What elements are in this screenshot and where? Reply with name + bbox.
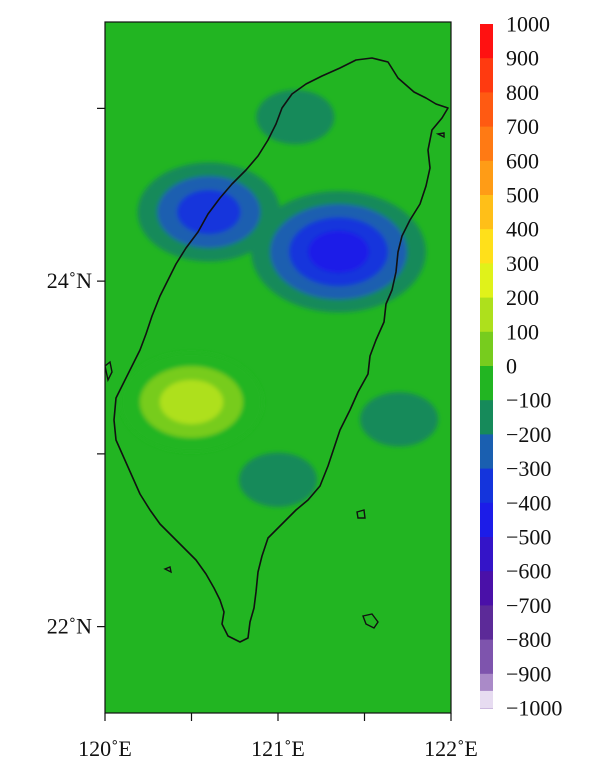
contour-band [159, 380, 224, 425]
colorbar-segment [480, 468, 493, 504]
colorbar-segment [480, 605, 493, 641]
y-axis: 22˚N 24˚N [47, 107, 105, 639]
field-feature [251, 190, 426, 313]
contour-band [238, 452, 318, 507]
island-outline [362, 613, 379, 629]
x-axis: 120˚E 121˚E 122˚E [78, 713, 478, 761]
colorbar-segment [480, 229, 493, 264]
island-outline [105, 360, 113, 383]
colorbar-label: 400 [506, 217, 539, 242]
coastline [105, 57, 449, 643]
colorbar-label: −400 [506, 490, 551, 515]
colorbar-segment [480, 331, 493, 367]
colorbar-label: 700 [506, 114, 539, 139]
colorbar-label: 900 [506, 46, 539, 71]
colorbar-segment [480, 160, 493, 196]
x-tick-label: 122˚E [424, 736, 478, 761]
contour-field [105, 22, 451, 713]
colorbar-label: −200 [506, 422, 551, 447]
colorbar-label: 600 [506, 148, 539, 173]
field-feature [238, 452, 318, 507]
colorbar-segment [480, 434, 493, 470]
colorbar-label: −100 [506, 388, 551, 413]
contour-band [308, 230, 369, 273]
field-feature [120, 352, 263, 452]
colorbar-label: −900 [506, 661, 551, 686]
colorbar-segment [480, 537, 493, 572]
taiwan-coastline [113, 57, 449, 643]
colorbar-label: 500 [506, 183, 539, 208]
colorbar-segment [480, 58, 493, 93]
colorbar-segment [480, 195, 493, 230]
colorbar-segment [480, 639, 493, 675]
colorbar-label: 0 [506, 354, 517, 379]
colorbar-segment [480, 126, 493, 162]
colorbar-segment [480, 400, 493, 435]
colorbar-segment [480, 366, 493, 401]
colorbar-segment [480, 297, 493, 333]
contour-band [360, 392, 439, 447]
field-feature [360, 392, 439, 447]
field-feature [256, 89, 335, 145]
y-tick-label: 22˚N [47, 614, 92, 639]
colorbar-label: −800 [506, 627, 551, 652]
colorbar-segment [480, 690, 493, 708]
colorbar-segment [480, 24, 493, 59]
x-tick-label: 120˚E [78, 736, 132, 761]
island-outline [163, 566, 172, 574]
colorbar-segment [480, 502, 493, 538]
colorbar-label: 100 [506, 319, 539, 344]
island-outline [435, 132, 445, 139]
colorbar-label: 200 [506, 285, 539, 310]
colorbar-label: −600 [506, 559, 551, 584]
colorbar: 10009008007006005004003002001000−100−200… [480, 12, 562, 721]
colorbar-label: −1000 [506, 696, 562, 721]
colorbar-label: 1000 [506, 12, 550, 37]
island-outline [356, 509, 366, 519]
colorbar-segment [480, 263, 493, 299]
colorbar-segment [480, 571, 493, 606]
colorbar-label: −700 [506, 593, 551, 618]
colorbar-label: −300 [506, 456, 551, 481]
y-tick-label: 24˚N [47, 268, 92, 293]
colorbar-label: 800 [506, 80, 539, 105]
colorbar-segment [480, 92, 493, 128]
colorbar-label: −500 [506, 525, 551, 550]
contour-band [256, 89, 335, 145]
colorbar-label: 300 [506, 251, 539, 276]
x-tick-label: 121˚E [251, 736, 305, 761]
